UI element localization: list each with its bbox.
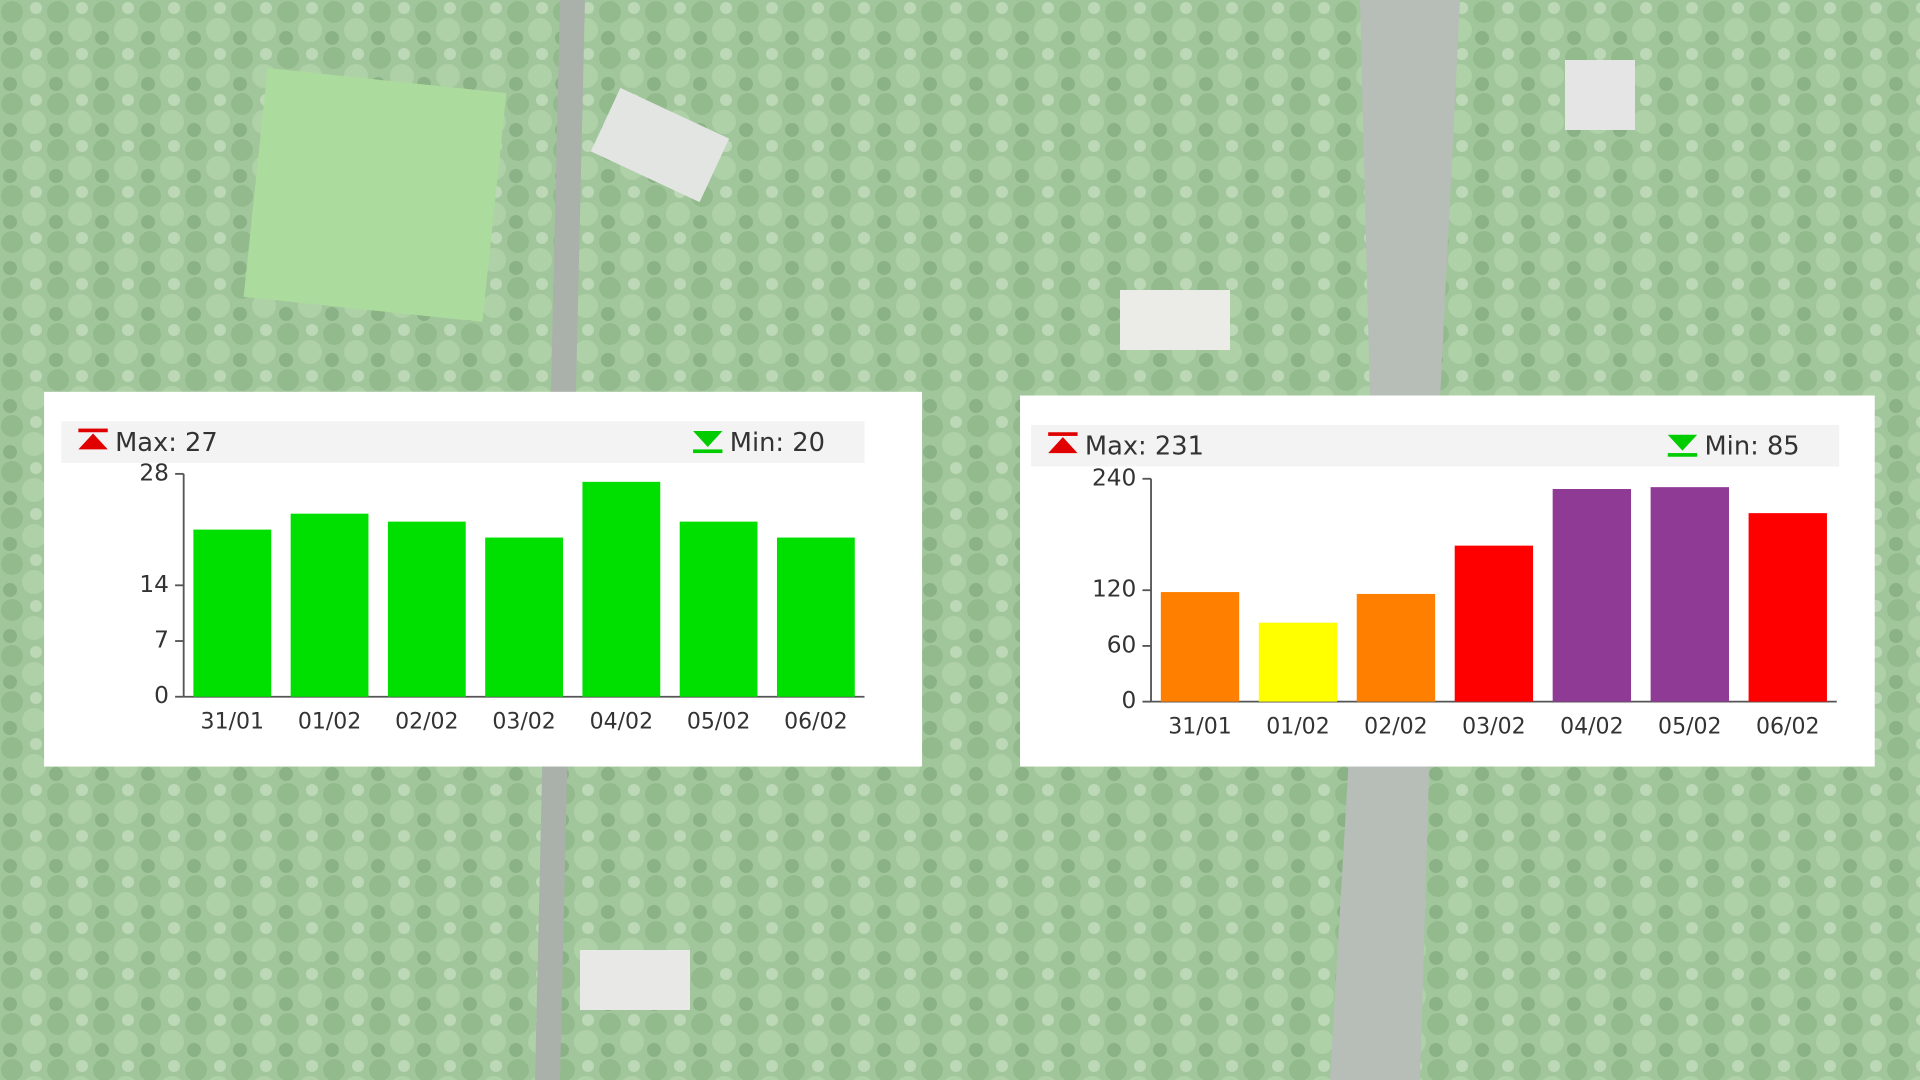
min-icon-bar	[693, 449, 723, 454]
max-icon	[78, 433, 108, 450]
min-icon-bar	[1667, 453, 1698, 457]
bar	[582, 481, 661, 697]
x-tick-label: 04/02	[1560, 714, 1624, 739]
y-tick-label: 120	[1092, 576, 1136, 603]
bar	[1748, 513, 1827, 702]
x-tick-label: 01/02	[1266, 714, 1330, 739]
chart-panel: Max: 231 Min: 85 0 60 120 240 31/01 01/02 02/02 0…	[1020, 395, 1875, 767]
x-tick-label: 02/02	[395, 709, 459, 734]
x-tick-label: 01/02	[298, 709, 362, 734]
y-tick-label: 0	[1122, 687, 1137, 714]
max-icon-bar	[1048, 432, 1078, 436]
bar	[776, 537, 855, 697]
x-tick-label: 31/01	[1168, 714, 1232, 739]
bar	[679, 521, 758, 697]
y-tick-label: 60	[1107, 631, 1137, 658]
bar	[1454, 545, 1534, 702]
bar	[193, 529, 272, 697]
bar	[290, 513, 369, 697]
min-label: Min: 20	[730, 428, 825, 458]
x-tick-label: 31/01	[201, 709, 265, 734]
x-tick-label: 03/02	[1462, 714, 1526, 739]
bar	[1650, 487, 1729, 702]
bar	[1552, 488, 1632, 702]
x-tick-label: 06/02	[1756, 714, 1820, 739]
bar	[1258, 622, 1338, 702]
chart-panel: Max: 27 Min: 20 0 7 14 28 31/01 01/02 02/02 03/02…	[44, 391, 923, 767]
bar	[1356, 593, 1436, 702]
stats-header	[1031, 424, 1840, 467]
y-tick-label: 28	[139, 459, 169, 486]
min-label: Min: 85	[1705, 431, 1800, 461]
x-tick-label: 02/02	[1364, 714, 1428, 739]
charts: Max: 27 Min: 20 0 7 14 28 31/01 01/02 02/02 03/02…	[44, 391, 1875, 767]
y-tick-label: 14	[139, 571, 169, 598]
max-icon-bar	[78, 428, 108, 433]
max-icon	[1048, 437, 1078, 454]
stats-header	[61, 421, 865, 463]
max-label: Max: 231	[1085, 431, 1204, 461]
min-icon	[693, 431, 723, 447]
x-tick-label: 05/02	[1658, 714, 1722, 739]
y-tick-label: 7	[154, 627, 169, 654]
y-tick-label: 0	[154, 682, 169, 709]
bar	[485, 537, 563, 697]
bar	[387, 521, 466, 697]
y-tick-label: 240	[1092, 464, 1136, 491]
x-tick-label: 06/02	[784, 709, 848, 734]
x-tick-label: 04/02	[590, 709, 654, 734]
bar	[1160, 592, 1240, 702]
x-tick-label: 03/02	[492, 709, 556, 734]
max-label: Max: 27	[115, 428, 218, 458]
x-tick-label: 05/02	[687, 709, 751, 734]
min-icon	[1667, 434, 1698, 451]
